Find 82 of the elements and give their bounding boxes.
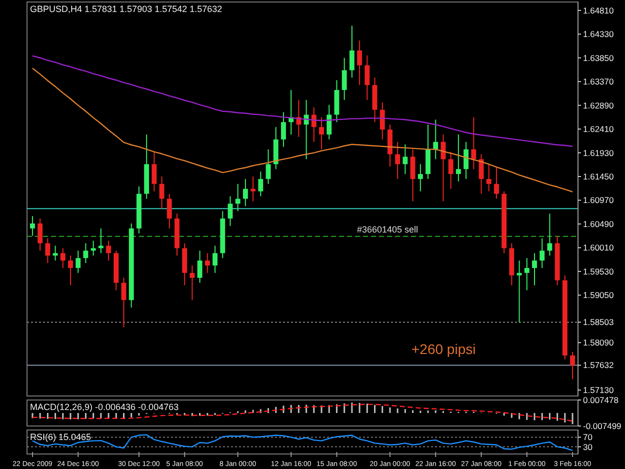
- candlestick: [38, 218, 43, 252]
- y-tick-label: 1.63370: [583, 76, 614, 87]
- candlestick: [311, 106, 316, 142]
- candlestick: [357, 40, 362, 86]
- candlestick: [45, 238, 50, 264]
- annotation: +260 pipsi: [412, 341, 476, 357]
- line-series: [32, 434, 574, 451]
- candlestick: [456, 134, 461, 182]
- candlestick: [83, 242, 88, 264]
- candlestick: [464, 141, 469, 180]
- candlestick: [60, 248, 66, 268]
- candlestick: [448, 151, 454, 190]
- y-tick-label: 1.58503: [583, 317, 614, 328]
- y-tick-label: 1.60490: [583, 218, 614, 229]
- candlestick: [76, 250, 81, 274]
- y-tick-label: 1.57632: [583, 360, 614, 370]
- candlestick: [197, 250, 202, 284]
- candlestick: [547, 213, 552, 256]
- line-series: [32, 404, 574, 422]
- candlestick: [410, 148, 416, 202]
- candlestick: [204, 252, 210, 274]
- y-tick-label: 1.64330: [583, 29, 614, 40]
- candlestick: [516, 260, 522, 323]
- candlestick: [326, 104, 332, 140]
- chart-title: RSI(6) 15.0465: [30, 432, 92, 442]
- candlestick: [440, 134, 446, 202]
- candlestick: [380, 102, 385, 140]
- candlestick: [190, 264, 195, 301]
- y-tick-label: -0.007499: [583, 420, 622, 431]
- candlestick: [540, 238, 545, 268]
- candlestick: [402, 144, 408, 175]
- y-tick-label: 30: [583, 442, 593, 452]
- line-series: [32, 55, 574, 147]
- candlestick: [570, 352, 575, 380]
- candlestick: [494, 166, 499, 200]
- candlestick: [98, 228, 104, 254]
- candlestick: [532, 252, 537, 286]
- candlestick: [242, 178, 248, 207]
- y-tick-label: 0.007478: [583, 394, 619, 405]
- candlestick: [166, 193, 172, 229]
- candlestick: [486, 164, 492, 192]
- candlestick: [342, 57, 347, 100]
- candlestick: [212, 245, 218, 274]
- candlestick: [152, 151, 157, 192]
- chart-title: GBPUSD,H4 1.57831 1.57903 1.57542 1.57632: [30, 4, 222, 14]
- candlestick: [52, 245, 58, 262]
- candlestick: [266, 148, 271, 184]
- candlestick: [250, 176, 256, 202]
- line-series: [32, 68, 574, 192]
- candlestick: [159, 176, 164, 210]
- candlestick: [281, 112, 286, 148]
- candlestick: [228, 196, 233, 226]
- ref-line-label: #36601405 sell: [357, 224, 418, 234]
- y-tick-label: 1.59050: [583, 290, 614, 300]
- candlestick: [418, 164, 423, 192]
- candlestick: [68, 255, 73, 286]
- candlestick: [433, 119, 438, 160]
- candlestick: [471, 116, 476, 170]
- y-tick-label: 70: [583, 432, 593, 442]
- y-tick-label: 1.60970: [583, 195, 614, 206]
- candlestick: [304, 99, 309, 160]
- y-tick-label: 1.62410: [583, 124, 614, 134]
- candlestick: [258, 171, 264, 197]
- candlestick: [395, 141, 400, 180]
- y-tick-label: 1.64810: [583, 5, 614, 16]
- candlestick: [524, 258, 530, 291]
- candlestick: [364, 54, 370, 100]
- candlestick: [106, 240, 112, 262]
- candlestick: [349, 25, 354, 78]
- y-tick-label: 1.58090: [583, 338, 614, 348]
- chart-title: MACD(12,26,9) -0.006436 -0.004763: [30, 402, 179, 412]
- y-tick-label: 1.59530: [583, 266, 614, 276]
- candlestick: [90, 240, 96, 256]
- y-tick-label: 1.63850: [583, 52, 614, 63]
- candlestick: [319, 116, 324, 150]
- y-tick-label: 1.62890: [583, 100, 614, 110]
- y-tick-label: 1.61450: [583, 171, 614, 182]
- y-tick-label: 1.60010: [583, 242, 614, 253]
- y-tick-label: 1.61930: [583, 148, 614, 158]
- candlestick: [235, 183, 240, 212]
- y-tick-label: 1.57130: [583, 385, 614, 396]
- candlestick: [30, 216, 35, 236]
